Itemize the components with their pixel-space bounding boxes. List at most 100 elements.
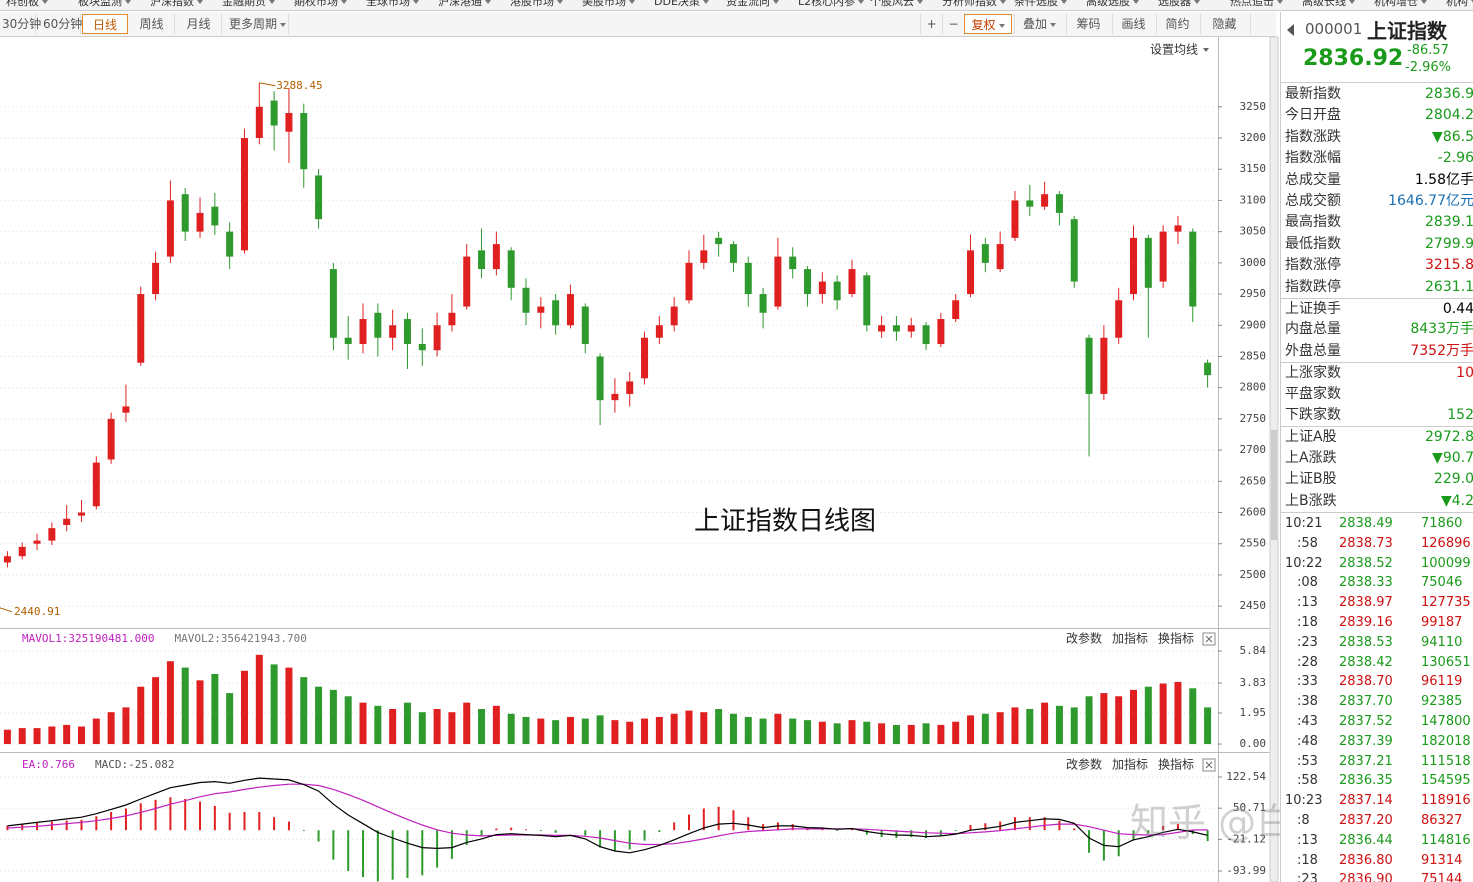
menu-item[interactable]: 全球市场: [366, 0, 419, 9]
macd-bar: [406, 830, 409, 878]
back-arrow[interactable]: [1287, 24, 1294, 36]
trade-row: 10:22 2838.52 100099: [1281, 554, 1473, 574]
indicator-button[interactable]: 换指标: [1158, 757, 1194, 772]
candle-body: [744, 262, 752, 295]
quote-value: 2836.9: [1425, 86, 1473, 102]
trade-row: :08 2838.33 75046: [1281, 573, 1473, 593]
macd-bar: [317, 830, 320, 842]
trade-volume: 75046: [1421, 575, 1463, 591]
candle-body: [1100, 337, 1108, 394]
ma-settings-button[interactable]: 设置均线: [1150, 43, 1198, 57]
indicator-button[interactable]: 改参数: [1066, 631, 1102, 646]
menu-item[interactable]: 高级选股: [1086, 0, 1139, 9]
candle-body: [359, 319, 367, 344]
toolbar-button[interactable]: 隐藏: [1200, 14, 1248, 34]
y-tick-label: 2650: [1240, 474, 1267, 487]
menu-item[interactable]: 期权市场: [294, 0, 347, 9]
macd-bar: [539, 830, 542, 832]
toolbar-button[interactable]: 复权: [964, 14, 1012, 34]
trade-volume: 154595: [1421, 773, 1471, 789]
menu-item[interactable]: 条件选股: [1014, 0, 1067, 9]
menu-item[interactable]: 美股市场: [582, 0, 635, 9]
menu-item[interactable]: 个股风云: [870, 0, 923, 9]
macd-bar: [643, 830, 646, 841]
menu-item[interactable]: 沪深指数: [150, 0, 203, 9]
candle-body: [285, 113, 293, 132]
menu-item[interactable]: 港股市场: [510, 0, 563, 9]
y-tick-label: 122.54: [1226, 770, 1266, 783]
period-tab[interactable]: 周线: [129, 14, 175, 34]
macd-bar: [347, 830, 350, 872]
menu-item[interactable]: 分析师指数: [942, 0, 1006, 9]
annotation-arrow: [0, 607, 13, 613]
toolbar-button[interactable]: 画线: [1112, 14, 1154, 34]
quote-label: 总成交额: [1285, 193, 1341, 209]
indicator-button[interactable]: 换指标: [1158, 631, 1194, 646]
quote-row: 总成交量 1.58亿手: [1281, 170, 1473, 191]
candle-body: [596, 356, 604, 401]
volume-bar: [937, 724, 945, 745]
trade-price: 2838.53: [1339, 634, 1393, 650]
menu-item[interactable]: 金融期货: [222, 0, 275, 9]
menu-item[interactable]: 沪深港通: [438, 0, 491, 9]
toolbar-button[interactable]: −: [942, 14, 964, 34]
menu-item[interactable]: DDE决策: [654, 0, 709, 9]
candle-body: [715, 237, 723, 245]
macd-bar: [154, 799, 157, 831]
indicator-button[interactable]: 加指标: [1112, 631, 1148, 646]
period-tab[interactable]: 更多周期: [223, 14, 289, 34]
toolbar-button[interactable]: +: [920, 14, 942, 34]
volume-bar: [418, 712, 426, 745]
volume-bar: [300, 677, 308, 745]
trade-row: :23 2838.53 94110: [1281, 633, 1473, 653]
menu-item[interactable]: 选股器: [1158, 0, 1200, 9]
macd-bar: [969, 825, 972, 831]
period-tab[interactable]: 30分钟: [0, 14, 41, 34]
period-tab[interactable]: 月线: [176, 14, 222, 34]
volume-bar: [537, 718, 545, 745]
trade-volume: 71860: [1421, 516, 1463, 531]
candle-body: [700, 250, 708, 263]
menu-item[interactable]: 高级长线: [1302, 0, 1355, 9]
toolbar-button[interactable]: 简约: [1156, 14, 1198, 34]
toolbar-button[interactable]: 叠加: [1014, 14, 1064, 34]
indicator-button[interactable]: 加指标: [1112, 757, 1148, 772]
quote-value: 3215.8: [1425, 257, 1473, 274]
candle-body: [1011, 200, 1019, 238]
trade-volume: 91314: [1421, 852, 1463, 868]
menu-item[interactable]: L2核心内参: [798, 0, 864, 9]
menu-item[interactable]: 机构: [1446, 0, 1473, 9]
menu-item[interactable]: 板块监测: [78, 0, 131, 9]
trade-volume: 94110: [1421, 634, 1463, 650]
fullscreen-button[interactable]: [1250, 14, 1272, 34]
period-tab[interactable]: 60分钟: [37, 14, 82, 34]
volume-bar: [818, 721, 826, 745]
menu-item[interactable]: 热点追击: [1230, 0, 1283, 9]
chart-title: 上证指数日线图: [694, 507, 876, 537]
y-tick-label: 2450: [1240, 599, 1267, 612]
trade-row: :58 2838.73 126896: [1281, 534, 1473, 554]
indicator-button[interactable]: 改参数: [1066, 757, 1102, 772]
trade-time: :58: [1297, 535, 1318, 551]
volume-bar: [833, 723, 841, 745]
menu-item[interactable]: 科创板: [6, 0, 48, 9]
toolbar-button[interactable]: 筹码: [1066, 14, 1110, 34]
period-tab[interactable]: 日线: [82, 14, 128, 34]
quote-value: 7352万手: [1410, 342, 1473, 359]
candle-body: [774, 256, 782, 307]
candle-body: [418, 343, 426, 351]
candle-body: [552, 300, 560, 326]
candle-body: [818, 281, 826, 295]
candle-body: [107, 418, 115, 460]
volume-bar: [1159, 683, 1167, 745]
menu-item[interactable]: 机构增仓: [1374, 0, 1427, 9]
volume-bar: [907, 724, 915, 745]
y-tick-label: 2750: [1240, 412, 1267, 425]
watermark: 知乎 @白仪520: [1130, 801, 1280, 845]
volume-bar: [77, 726, 85, 745]
menu-item[interactable]: 资金流向: [726, 0, 779, 9]
low-annotation: 2440.91: [14, 605, 60, 618]
candle-body: [804, 269, 812, 295]
macd-bar: [273, 817, 276, 831]
candle-body: [92, 462, 100, 507]
